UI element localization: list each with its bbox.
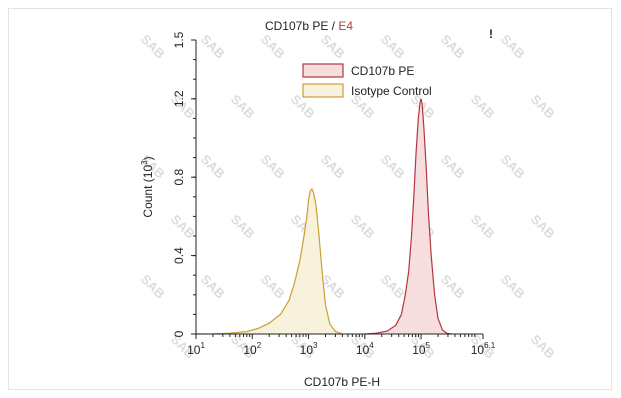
watermark-13: SAB: [528, 92, 558, 122]
watermark-20: SAB: [498, 152, 528, 182]
watermark-22: SAB: [228, 212, 258, 242]
watermark-12: SAB: [468, 92, 498, 122]
chart-title-main: CD107b PE /: [265, 19, 338, 33]
y-tick-label-1: 0.4: [172, 247, 186, 264]
watermark-1: SAB: [198, 32, 228, 62]
legend-label-1: Isotype Control: [351, 84, 432, 98]
watermark-26: SAB: [468, 212, 498, 242]
watermark-4: SAB: [378, 32, 408, 62]
y-tick-label-3: 1.2: [172, 90, 186, 107]
watermark-33: SAB: [438, 272, 468, 302]
y-tick-label-0: 0: [172, 330, 186, 337]
watermark-41: SAB: [528, 332, 558, 362]
watermark-32: SAB: [378, 272, 408, 302]
x-axis-label: CD107b PE-H: [304, 375, 380, 389]
legend-swatch-1: [302, 83, 344, 98]
y-tick-label-4: 1.5: [172, 31, 186, 48]
series-layer: [195, 98, 453, 335]
watermark-24: SAB: [348, 212, 378, 242]
y-tick-label-2: 0.8: [172, 169, 186, 186]
watermark-27: SAB: [528, 212, 558, 242]
x-tick-label-3: 104: [356, 341, 374, 357]
watermark-5: SAB: [438, 32, 468, 62]
series-1-line: [195, 187, 343, 335]
x-tick-label-1: 102: [243, 341, 261, 357]
watermark-28: SAB: [138, 272, 168, 302]
series-0-line: [364, 98, 453, 335]
series-1-area: [196, 189, 343, 334]
x-axis-ticks: 101 102 103 104 105 106.1: [187, 334, 496, 357]
watermark-19: SAB: [438, 152, 468, 182]
legend: CD107b PE Isotype Control: [302, 63, 432, 98]
y-axis-label-exponent: 3: [140, 160, 149, 165]
y-axis-label: Count (103): [140, 156, 155, 217]
y-axis-ticks: 0 0.4 0.8 1.2 1.5: [172, 31, 196, 337]
series-0-area: [364, 98, 452, 334]
watermark-3: SAB: [318, 32, 348, 62]
y-axis-label-main: Count (10: [141, 165, 155, 218]
watermark-34: SAB: [498, 272, 528, 302]
watermark-16: SAB: [258, 152, 288, 182]
watermark-6: SAB: [498, 32, 528, 62]
watermark-30: SAB: [258, 272, 288, 302]
chart-title-gate: E4: [338, 19, 353, 33]
x-tick-label-4: 105: [412, 341, 430, 357]
watermark-17: SAB: [318, 152, 348, 182]
x-tick-label-5: 106.1: [471, 341, 496, 357]
y-axis-label-end: ): [141, 156, 155, 160]
chart-title: CD107b PE / E4: [265, 19, 353, 33]
watermark-2: SAB: [258, 32, 288, 62]
watermark-8: SAB: [228, 92, 258, 122]
x-tick-label-0: 101: [187, 341, 205, 357]
x-tick-label-2: 103: [300, 341, 318, 357]
watermark-0: SAB: [138, 32, 168, 62]
corner-mark: !: [489, 27, 493, 41]
watermark-15: SAB: [198, 152, 228, 182]
watermark-18: SAB: [378, 152, 408, 182]
legend-label-0: CD107b PE: [351, 64, 414, 78]
watermark-29: SAB: [198, 272, 228, 302]
legend-swatch-0: [302, 63, 344, 78]
